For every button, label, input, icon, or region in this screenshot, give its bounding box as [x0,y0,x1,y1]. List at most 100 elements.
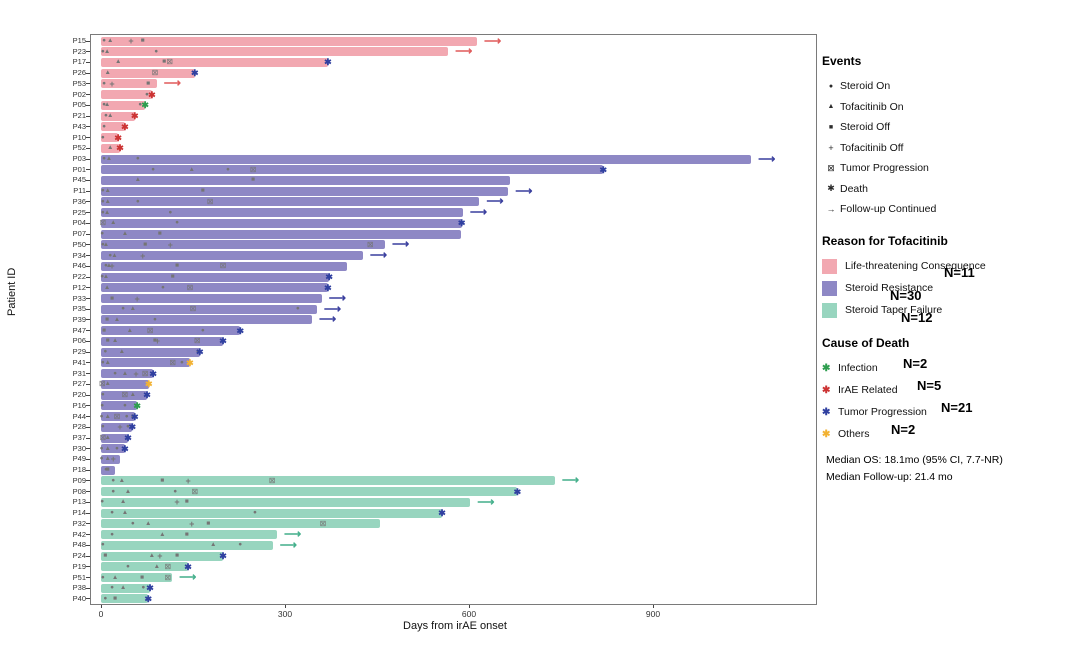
y-axis-tick [86,373,90,375]
swim-bar-p35 [101,304,317,314]
tofacitinib-on-marker: ▲ [111,337,119,345]
death-marker-tumor: ✱ [149,368,157,379]
y-axis-label-p36: P36 [72,196,86,206]
y-axis-tick [86,126,90,128]
median-os-text: Median OS: 18.1mo (95% CI, 7.7-NR) [826,454,1003,466]
death-marker-irae: ✱ [148,89,156,100]
legend-item-irae-related: ✱ IrAE Related [822,384,898,396]
tumor-progression-marker: ⊠ [113,411,121,421]
tofacitinib-on-marker: ▲ [104,455,111,463]
tumor-progression-marker: ⊠ [206,196,214,206]
median-stats: Median OS: 18.1mo (95% CI, 7.7-NR) Media… [826,452,1003,486]
followup-arrow: ⟶ [318,312,337,327]
tofacitinib-off-marker: + [174,497,180,508]
steroid-on-marker: ● [100,273,105,281]
tofacitinib-on-marker: ▲ [105,155,113,163]
steroid-on-marker: ● [225,165,230,173]
y-axis-tick [86,40,90,42]
death-marker-infection: ✱ [141,100,149,111]
steroid-off-marker: ■ [105,337,110,345]
death-marker-tumor: ✱ [146,583,154,594]
y-axis-tick [86,287,90,289]
y-axis-tick [86,222,90,224]
steroid-off-marker: ■ [157,230,162,238]
swim-bar-p33 [101,294,322,304]
followup-arrow-icon: → [826,204,836,215]
death-marker-infection: ✱ [133,400,141,411]
y-axis-label-p02: P02 [72,89,86,99]
steroid-off-marker: ■ [143,240,148,248]
swim-bar-p49 [101,454,120,464]
y-axis-tick [86,340,90,342]
steroid-on-marker: ● [153,315,157,323]
tumor-progression-marker: ⊠ [219,261,227,271]
swim-bar-p22 [101,272,330,282]
steroid-on-marker: ● [114,444,119,452]
tofacitinib-off-marker: + [109,78,115,89]
life-threatening-swatch [822,258,837,274]
death-legend-title: Cause of Death [822,336,910,350]
steroid-off-marker: ■ [206,519,211,527]
tofacitinib-on-marker: ▲ [103,101,111,109]
steroid-off-marker: ■ [130,412,135,420]
tumor-progression-marker: ⊠ [99,218,107,228]
y-axis-label-p08: P08 [72,486,86,496]
steroid-on-marker: ● [103,348,108,356]
tofacitinib-on-marker: ▲ [104,197,111,205]
steroid-on-marker: ● [100,187,105,195]
y-axis-tick [86,448,90,450]
death-marker-tumor: ✱ [195,347,204,358]
swim-bar-p53 [101,79,157,89]
y-axis-tick [86,383,90,385]
y-axis-label-p48: P48 [72,540,86,550]
steroid-on-marker: ● [122,401,127,409]
steroid-on-marker: ● [111,476,116,484]
y-axis-label-p45: P45 [72,175,86,185]
swim-bar-p30 [101,444,125,454]
n-tumor: N=21 [941,400,973,415]
x-axis-tick [284,605,286,608]
tofacitinib-on-marker: ▲ [121,369,129,377]
tofacitinib-on-marker: ▲ [102,273,110,281]
legend-item-steroid-taper: Steroid Taper Failure [822,299,986,321]
steroid-on-marker: ● [154,47,159,55]
steroid-on-marker: ● [145,90,149,98]
n-steroid-taper: N=12 [901,310,933,325]
x-axis-tick [101,605,102,608]
tumor-progression-marker: ⊠ [121,390,129,400]
legend-item-steroid-off: ■ Steroid Off [822,117,936,138]
swim-bar-p41 [101,358,190,368]
steroid-on-marker: ● [151,165,156,173]
y-axis-label-p38: P38 [72,583,86,593]
x-axis-tick-label: 900 [645,609,661,619]
swim-bar-p15 [101,36,477,46]
steroid-on-marker: ● [195,348,200,356]
tofacitinib-on-marker: ▲ [110,219,117,227]
y-axis-label-p28: P28 [72,422,86,432]
steroid-on-marker: ● [100,423,105,431]
y-axis-tick [86,158,90,160]
steroid-on-marker: ● [100,358,105,366]
steroid-on-marker: ● [100,230,105,238]
tofacitinib-on-marker: ▲ [103,283,111,291]
swim-bar-p08 [101,487,518,497]
swim-bar-p06 [101,336,224,346]
steroid-on-marker: ● [100,573,105,581]
tumor-progression-marker: ⊠ [249,164,257,174]
y-axis-tick [86,255,90,257]
tofacitinib-on-marker: ▲ [126,326,134,334]
n-steroid-resistance: N=30 [890,288,922,303]
y-axis-label-p14: P14 [72,508,86,518]
death-marker-tumor: ✱ [219,336,227,347]
steroid-on-marker: ● [100,47,105,55]
infection-asterisk-icon: ✱ [822,362,831,374]
death-marker-tumor: ✱ [438,508,446,519]
y-axis-tick [86,147,90,149]
y-axis-label-p34: P34 [72,250,86,260]
y-axis-label-p18: P18 [72,465,86,475]
legend-item-death: ✱ Death [822,179,936,200]
death-marker-tumor: ✱ [130,411,139,422]
steroid-on-marker: ● [135,197,140,205]
y-axis-tick [86,61,90,63]
